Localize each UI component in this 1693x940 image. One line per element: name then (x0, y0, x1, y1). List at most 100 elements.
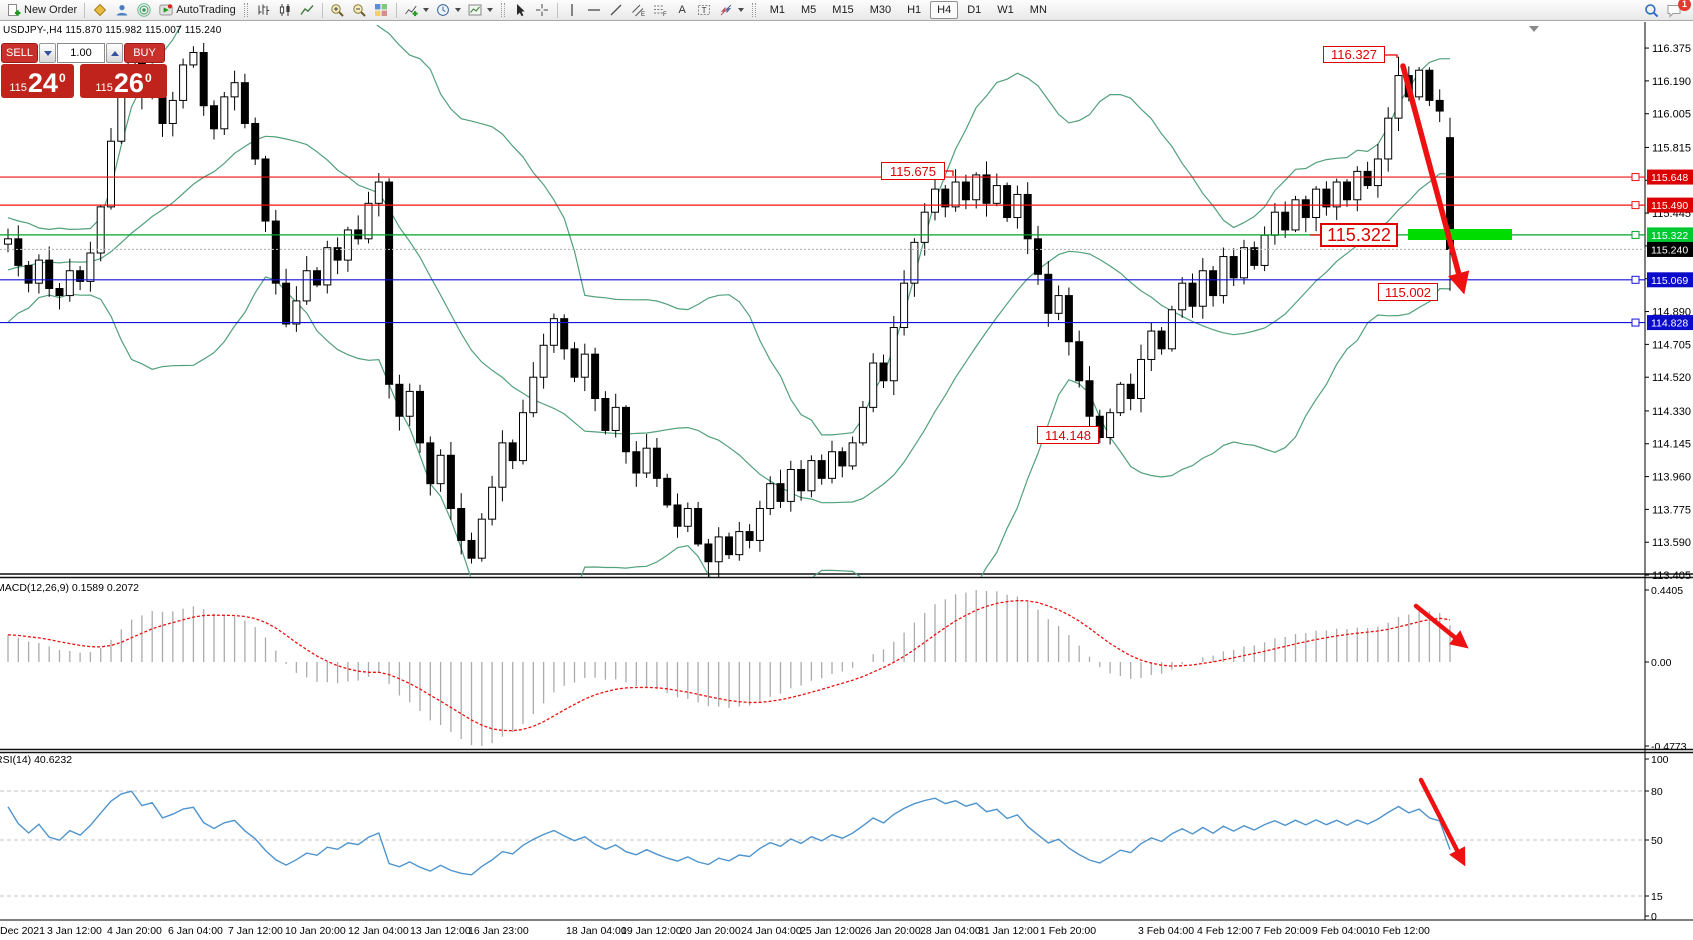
price-annotation-116.327[interactable]: 116.327 (1323, 46, 1385, 63)
indicators-button[interactable] (401, 1, 432, 19)
zoom-out-button[interactable] (349, 1, 370, 19)
svg-text:9 Feb 04:00: 9 Feb 04:00 (1312, 925, 1368, 937)
fibonacci-tool-button[interactable]: F (650, 1, 671, 19)
sell-button[interactable]: SELL (1, 43, 38, 63)
svg-text:113.405: 113.405 (1652, 570, 1691, 582)
tile-windows-button[interactable] (371, 1, 392, 19)
toolbar-grip (751, 3, 756, 17)
price-annotation-115.002[interactable]: 115.002 (1378, 283, 1438, 301)
vertical-line-icon (565, 3, 580, 18)
svg-text:50: 50 (1651, 835, 1663, 847)
volume-decrease-button[interactable] (39, 43, 56, 63)
price-annotation-114.148[interactable]: 114.148 (1037, 426, 1099, 444)
vertical-line-tool-button[interactable] (562, 1, 583, 19)
template-icon (468, 3, 483, 18)
cursor-icon (513, 3, 528, 18)
svg-text:116.005: 116.005 (1652, 109, 1691, 121)
svg-text:4 Feb 12:00: 4 Feb 12:00 (1197, 925, 1253, 937)
autotrading-icon (158, 3, 173, 18)
svg-text:10 Feb 12:00: 10 Feb 12:00 (1368, 925, 1430, 937)
svg-text:20 Jan 20:00: 20 Jan 20:00 (680, 925, 741, 937)
buy-price-point: 0 (144, 71, 152, 85)
bar-chart-icon (256, 3, 271, 18)
notifications-button[interactable]: 1 (1663, 0, 1691, 19)
accounts-button[interactable] (111, 1, 132, 19)
price-axis: 116.375116.190116.005115.815115.630115.4… (1645, 43, 1693, 923)
market-watch-button[interactable] (89, 1, 110, 19)
timeframe-M15[interactable]: M15 (832, 4, 854, 16)
timeframe-H4[interactable]: H4 (930, 1, 959, 19)
chart-canvas[interactable]: 116.375116.190116.005115.815115.630115.4… (0, 22, 1693, 940)
timeframe-MN[interactable]: MN (1029, 4, 1047, 16)
trendline-icon (609, 3, 624, 18)
autotrading-button[interactable]: AutoTrading (155, 1, 239, 19)
line-chart-icon (300, 3, 315, 18)
timeframe-M1[interactable]: M1 (769, 4, 785, 16)
buy-price-pips: 26 (113, 68, 144, 98)
candlestick-mode-button[interactable] (275, 1, 296, 19)
buy-price-display: 115 26 0 (80, 64, 167, 98)
sell-price-figure: 115 (9, 82, 27, 94)
bollinger-bands (7, 25, 1451, 577)
timeframe-W1[interactable]: W1 (997, 4, 1014, 16)
zoom-out-icon (352, 3, 367, 18)
svg-text:114.145: 114.145 (1652, 439, 1691, 451)
new-order-button[interactable]: New Order (3, 1, 80, 19)
bar-chart-mode-button[interactable] (253, 1, 274, 19)
signals-button[interactable] (133, 1, 154, 19)
candles (4, 42, 1454, 577)
svg-text:0: 0 (1651, 911, 1657, 923)
trendline-tool-button[interactable] (606, 1, 627, 19)
new-order-label: New Order (24, 4, 78, 16)
text-label-tool-button[interactable]: T (694, 1, 715, 19)
svg-text:-0.4773: -0.4773 (1651, 741, 1687, 753)
svg-text:3 Feb 04:00: 3 Feb 04:00 (1138, 925, 1194, 937)
gold-diamond-icon (92, 3, 107, 18)
svg-text:80: 80 (1651, 786, 1663, 798)
timeframe-H1[interactable]: H1 (907, 4, 922, 16)
indicators-dropdown-caret (422, 8, 429, 12)
macd-panel (7, 590, 1451, 746)
zoom-in-button[interactable] (327, 1, 348, 19)
line-chart-mode-button[interactable] (297, 1, 318, 19)
text-tool-button[interactable]: A (672, 1, 693, 19)
templates-button[interactable] (465, 1, 496, 19)
arrows-tool-button[interactable] (716, 1, 747, 19)
time-axis: Dec 2021 3 Jan 12:00 4 Jan 20:00 6 Jan 04:0… (0, 925, 1430, 937)
svg-text:114.330: 114.330 (1652, 406, 1691, 418)
buy-button[interactable]: BUY (124, 43, 165, 63)
crosshair-tool-button[interactable] (532, 1, 553, 19)
toolbar-separator (556, 2, 558, 18)
toolbar-separator (84, 2, 86, 18)
search-button[interactable] (1641, 1, 1662, 19)
timeframe-M5[interactable]: M5 (801, 4, 817, 16)
svg-text:113.590: 113.590 (1652, 537, 1691, 549)
svg-text:115.815: 115.815 (1652, 142, 1691, 154)
cursor-tool-button[interactable] (510, 1, 531, 19)
search-icon (1644, 3, 1659, 18)
periods-button[interactable] (433, 1, 464, 19)
support-highlight-bar (1408, 229, 1512, 240)
svg-text:114.828: 114.828 (1651, 318, 1688, 330)
tile-windows-icon (374, 3, 389, 18)
svg-text:0.00: 0.00 (1651, 657, 1672, 669)
svg-text:3 Jan 12:00: 3 Jan 12:00 (47, 925, 102, 937)
toolbar-separator (395, 2, 397, 18)
sell-price-display: 115 24 0 (1, 64, 74, 98)
profile-icon (114, 3, 129, 18)
svg-text:1 Feb 20:00: 1 Feb 20:00 (1040, 925, 1096, 937)
text-icon: A (678, 4, 686, 16)
horizontal-line-tool-button[interactable] (584, 1, 605, 19)
svg-text:115.322: 115.322 (1651, 230, 1688, 242)
price-annotation-115.322[interactable]: 115.322 (1320, 223, 1398, 247)
svg-text:115.069: 115.069 (1651, 275, 1688, 287)
timeframe-D1[interactable]: D1 (967, 4, 982, 16)
svg-text:18 Jan 04:00: 18 Jan 04:00 (566, 925, 627, 937)
svg-text:113.775: 113.775 (1652, 504, 1691, 516)
channel-tool-button[interactable]: E (628, 1, 649, 19)
timeframe-M30[interactable]: M30 (869, 4, 892, 16)
volume-increase-button[interactable] (106, 43, 123, 63)
volume-input[interactable] (57, 43, 105, 63)
price-annotation-115.675[interactable]: 115.675 (881, 162, 945, 180)
